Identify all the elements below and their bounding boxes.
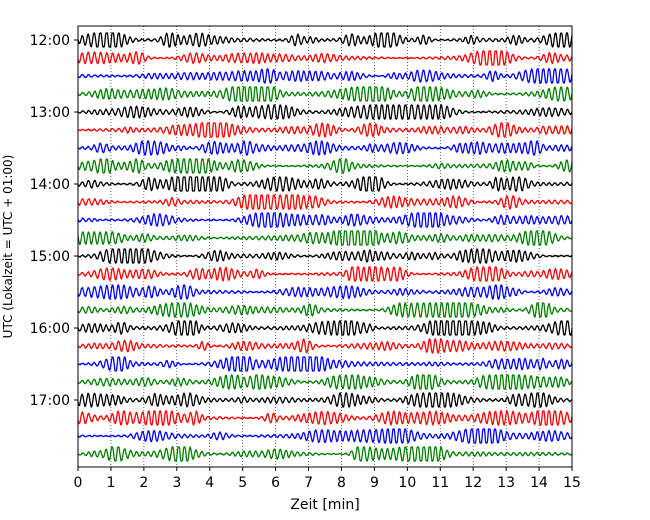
x-tick-label: 13 (497, 475, 515, 491)
seismic-trace (77, 392, 573, 408)
x-tick-label: 11 (431, 475, 449, 491)
seismic-trace (77, 158, 573, 174)
seismic-trace (77, 140, 573, 156)
seismic-trace (77, 230, 573, 246)
seismic-trace (77, 86, 573, 102)
y-axis-label: UTC (Lokalzeit = UTC + 01:00) (1, 155, 15, 339)
x-tick-label: 9 (370, 475, 379, 491)
seismic-trace (77, 320, 573, 336)
seismic-trace (77, 302, 573, 318)
x-axis: 0 1 2 3 4 5 6 7 8 9 10 11 12 13 14 15 (74, 467, 581, 491)
seismic-trace (77, 104, 573, 120)
seismic-trace (77, 338, 573, 354)
x-tick-label: 5 (238, 475, 247, 491)
seismic-trace (77, 122, 573, 138)
x-tick-label: 1 (106, 475, 115, 491)
seismic-trace (77, 50, 573, 66)
x-tick-label: 10 (398, 475, 416, 491)
x-tick-label: 12 (464, 475, 482, 491)
x-tick-label: 7 (304, 475, 313, 491)
x-tick-label: 3 (172, 475, 181, 491)
x-tick-label: 15 (563, 475, 581, 491)
seismic-trace (77, 446, 573, 462)
seismic-trace (77, 212, 573, 228)
seismic-trace (77, 284, 573, 300)
x-tick-label: 14 (530, 475, 548, 491)
x-tick-label: 0 (74, 475, 83, 491)
y-tick-label: 13:00 (30, 105, 70, 121)
y-tick-label: 12:00 (30, 33, 70, 49)
plot-frame (77, 25, 573, 468)
seismic-trace (77, 68, 573, 84)
seismic-trace (77, 356, 573, 372)
x-axis-label: Zeit [min] (290, 497, 359, 513)
seismic-trace (77, 32, 573, 48)
trace-group (77, 32, 573, 462)
x-tick-label: 8 (337, 475, 346, 491)
seismic-trace (77, 176, 573, 192)
seismic-trace (77, 194, 573, 210)
x-tick-label: 2 (139, 475, 148, 491)
y-tick-label: 14:00 (30, 177, 70, 193)
y-tick-label: 16:00 (30, 321, 70, 337)
seismic-trace (77, 428, 573, 444)
x-tick-label: 6 (271, 475, 280, 491)
seismic-trace (77, 266, 573, 282)
y-tick-label: 17:00 (30, 393, 70, 409)
seismic-trace (77, 248, 573, 264)
seismic-trace (77, 410, 573, 426)
y-axis: 12:00 13:00 14:00 15:00 16:00 17:00 (30, 33, 78, 409)
x-tick-label: 4 (205, 475, 214, 491)
seismic-trace (77, 374, 573, 390)
y-tick-label: 15:00 (30, 249, 70, 265)
